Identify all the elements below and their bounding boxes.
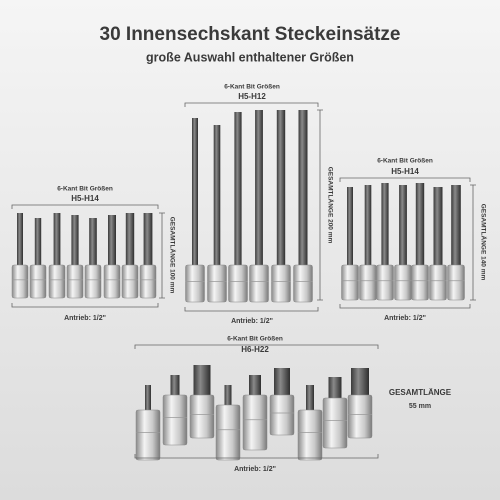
socket [269,394,295,436]
socket [228,264,248,303]
length-value: 55 mm [409,403,431,410]
dimension-bracket [11,204,159,209]
socket [84,264,102,299]
drive: Antrieb: 1/2" [384,315,426,322]
bit [125,213,135,267]
bit [234,112,242,267]
bit [399,185,407,267]
drive: Antrieb: 1/2" [234,466,276,473]
dimension-bracket [11,303,159,308]
bit [351,368,369,397]
bit [170,375,180,397]
caption: 6-Kant Bit Größen [377,158,433,165]
socket [359,264,377,301]
socket [48,264,66,299]
bit [108,215,116,267]
socket [135,409,161,461]
socket [271,264,291,303]
length: GESAMTLÄNGE 200 mm [326,167,334,244]
socket [215,404,241,461]
socket [394,264,412,301]
dimension-bracket [339,304,471,309]
bit [145,385,151,412]
socket [162,394,188,446]
bit [276,110,286,267]
bit [192,118,198,267]
socket [11,264,29,299]
bit [53,213,61,267]
drive: Antrieb: 1/2" [64,315,106,322]
socket [411,264,429,301]
bit [249,375,261,397]
socket [139,264,157,299]
length: GESAMTLÄNGE 100 mm [168,217,176,294]
bit [364,185,372,267]
bit [347,187,353,267]
sizes: H6-H22 [241,345,269,354]
socket [429,264,447,301]
drive: Antrieb: 1/2" [231,318,273,325]
socket [185,264,205,303]
dimension-line [159,212,165,299]
caption: 6-Kant Bit Größen [224,84,280,91]
bit [328,377,342,400]
bit [298,110,308,267]
bit [213,125,221,267]
socket [341,264,359,301]
bit [71,215,79,267]
socket [376,264,394,301]
dimension-line [317,109,323,301]
bit [433,187,443,267]
socket [297,409,323,461]
socket [322,397,348,449]
bit [17,213,23,267]
dimension-line [470,184,476,301]
sizes: H5-H14 [71,194,99,203]
bit [306,385,314,412]
bit [415,183,425,267]
dimension-bracket [134,344,379,349]
length: GESAMTLÄNGE [389,388,452,397]
socket [242,394,268,451]
socket [103,264,121,299]
bit [451,185,461,267]
socket [29,264,47,299]
subtitle: große Auswahl enthaltener Größen [146,50,354,64]
bit [193,365,211,397]
socket [189,394,215,439]
bit [224,385,232,407]
bit [34,218,42,267]
socket [207,264,227,303]
bit [274,368,290,397]
dimension-bracket [339,177,471,182]
sizes: H5-H14 [391,167,419,176]
socket [347,394,373,439]
socket [447,264,465,301]
socket [249,264,269,303]
caption: 6-Kant Bit Größen [227,336,283,343]
length: GESAMTLÄNGE 140 mm [479,204,487,281]
dimension-bracket [184,102,319,107]
sizes: H5-H12 [238,92,266,101]
bit [381,183,389,267]
bit [89,218,97,267]
socket [66,264,84,299]
caption: 6-Kant Bit Größen [57,186,113,193]
dimension-bracket [134,454,379,459]
socket [293,264,313,303]
bit [143,213,153,267]
title: 30 Innensechskant Steckeinsätze [100,24,401,45]
bit [255,110,263,267]
dimension-bracket [184,307,319,312]
socket [121,264,139,299]
